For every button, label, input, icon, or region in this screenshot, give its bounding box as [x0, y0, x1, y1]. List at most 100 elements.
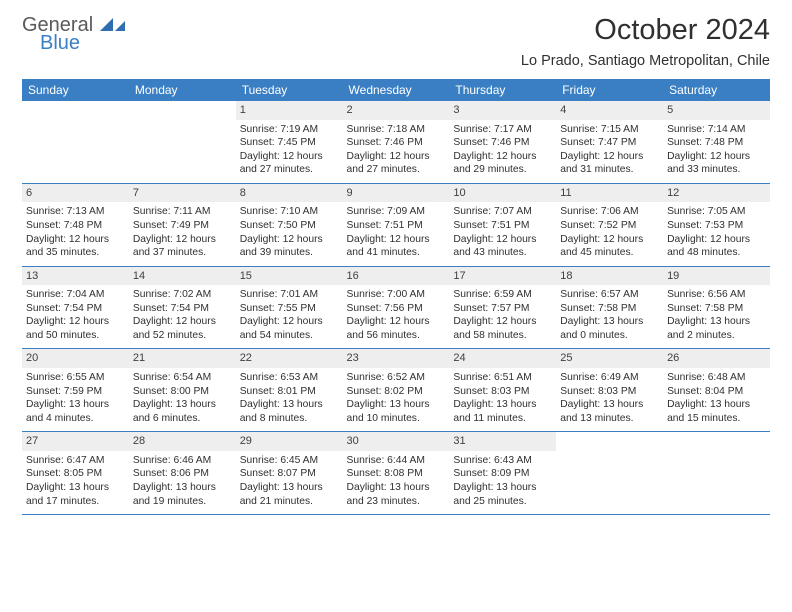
sunset-line: Sunset: 7:53 PM	[667, 219, 766, 233]
sunset-line: Sunset: 7:59 PM	[26, 385, 125, 399]
sunset-line: Sunset: 7:49 PM	[133, 219, 232, 233]
daylight-line: Daylight: 12 hours and 43 minutes.	[453, 233, 552, 260]
day-number: 4	[556, 101, 663, 120]
calendar-day-cell: 8Sunrise: 7:10 AMSunset: 7:50 PMDaylight…	[236, 183, 343, 266]
sunset-line: Sunset: 7:54 PM	[133, 302, 232, 316]
logo-sail-icon	[100, 16, 126, 37]
day-number: 27	[22, 432, 129, 451]
calendar-day-cell	[556, 432, 663, 515]
sunset-line: Sunset: 7:51 PM	[347, 219, 446, 233]
sunrise-line: Sunrise: 7:07 AM	[453, 205, 552, 219]
day-number: 31	[449, 432, 556, 451]
sunset-line: Sunset: 7:47 PM	[560, 136, 659, 150]
calendar-day-cell: 20Sunrise: 6:55 AMSunset: 7:59 PMDayligh…	[22, 349, 129, 432]
day-number: 11	[556, 184, 663, 203]
weekday-header: Saturday	[663, 79, 770, 101]
calendar-day-cell: 3Sunrise: 7:17 AMSunset: 7:46 PMDaylight…	[449, 101, 556, 183]
calendar-week-row: 27Sunrise: 6:47 AMSunset: 8:05 PMDayligh…	[22, 432, 770, 515]
sunset-line: Sunset: 8:06 PM	[133, 467, 232, 481]
sunset-line: Sunset: 7:48 PM	[26, 219, 125, 233]
calendar-day-cell: 24Sunrise: 6:51 AMSunset: 8:03 PMDayligh…	[449, 349, 556, 432]
sunset-line: Sunset: 7:58 PM	[560, 302, 659, 316]
daylight-line: Daylight: 12 hours and 45 minutes.	[560, 233, 659, 260]
daylight-line: Daylight: 12 hours and 54 minutes.	[240, 315, 339, 342]
logo-word-2: Blue	[40, 32, 80, 55]
daylight-line: Daylight: 13 hours and 2 minutes.	[667, 315, 766, 342]
day-number: 12	[663, 184, 770, 203]
sunset-line: Sunset: 8:08 PM	[347, 467, 446, 481]
sunrise-line: Sunrise: 6:46 AM	[133, 454, 232, 468]
sunrise-line: Sunrise: 6:56 AM	[667, 288, 766, 302]
day-number: 15	[236, 267, 343, 286]
daylight-line: Daylight: 13 hours and 8 minutes.	[240, 398, 339, 425]
sunrise-line: Sunrise: 6:52 AM	[347, 371, 446, 385]
daylight-line: Daylight: 12 hours and 39 minutes.	[240, 233, 339, 260]
day-number: 10	[449, 184, 556, 203]
sunrise-line: Sunrise: 7:14 AM	[667, 123, 766, 137]
calendar-day-cell: 19Sunrise: 6:56 AMSunset: 7:58 PMDayligh…	[663, 266, 770, 349]
calendar-week-row: 20Sunrise: 6:55 AMSunset: 7:59 PMDayligh…	[22, 349, 770, 432]
sunrise-line: Sunrise: 7:02 AM	[133, 288, 232, 302]
sunrise-line: Sunrise: 6:45 AM	[240, 454, 339, 468]
day-number: 17	[449, 267, 556, 286]
day-number: 13	[22, 267, 129, 286]
day-number: 25	[556, 349, 663, 368]
header-row: General Blue October 2024 Lo Prado, Sant…	[22, 14, 770, 69]
calendar-page: General Blue October 2024 Lo Prado, Sant…	[0, 0, 792, 533]
day-number: 16	[343, 267, 450, 286]
sunrise-line: Sunrise: 7:05 AM	[667, 205, 766, 219]
calendar-day-cell: 31Sunrise: 6:43 AMSunset: 8:09 PMDayligh…	[449, 432, 556, 515]
sunrise-line: Sunrise: 7:04 AM	[26, 288, 125, 302]
sunrise-line: Sunrise: 7:11 AM	[133, 205, 232, 219]
day-number: 1	[236, 101, 343, 120]
sunset-line: Sunset: 8:02 PM	[347, 385, 446, 399]
calendar-day-cell: 22Sunrise: 6:53 AMSunset: 8:01 PMDayligh…	[236, 349, 343, 432]
weekday-header: Thursday	[449, 79, 556, 101]
sunset-line: Sunset: 7:51 PM	[453, 219, 552, 233]
sunrise-line: Sunrise: 6:47 AM	[26, 454, 125, 468]
day-number: 21	[129, 349, 236, 368]
weekday-header: Monday	[129, 79, 236, 101]
calendar-day-cell: 17Sunrise: 6:59 AMSunset: 7:57 PMDayligh…	[449, 266, 556, 349]
sunset-line: Sunset: 7:48 PM	[667, 136, 766, 150]
location-text: Lo Prado, Santiago Metropolitan, Chile	[521, 53, 770, 69]
sunset-line: Sunset: 7:50 PM	[240, 219, 339, 233]
calendar-day-cell: 16 Sunrise: 7:00 AMSunset: 7:56 PMDayligh…	[343, 266, 450, 349]
daylight-line: Daylight: 12 hours and 52 minutes.	[133, 315, 232, 342]
sunset-line: Sunset: 8:01 PM	[240, 385, 339, 399]
calendar-day-cell: 7Sunrise: 7:11 AMSunset: 7:49 PMDaylight…	[129, 183, 236, 266]
logo: General Blue	[22, 14, 132, 58]
sunrise-line: Sunrise: 7:19 AM	[240, 123, 339, 137]
calendar-day-cell: 5Sunrise: 7:14 AMSunset: 7:48 PMDaylight…	[663, 101, 770, 183]
weekday-header: Tuesday	[236, 79, 343, 101]
daylight-line: Daylight: 12 hours and 41 minutes.	[347, 233, 446, 260]
daylight-line: Daylight: 13 hours and 21 minutes.	[240, 481, 339, 508]
calendar-day-cell: 10 Sunrise: 7:07 AMSunset: 7:51 PMDayligh…	[449, 183, 556, 266]
day-number: 28	[129, 432, 236, 451]
sunset-line: Sunset: 8:04 PM	[667, 385, 766, 399]
day-number: 23	[343, 349, 450, 368]
day-number: 9	[343, 184, 450, 203]
sunrise-line: Sunrise: 7:00 AM	[347, 288, 446, 302]
calendar-table: Sunday Monday Tuesday Wednesday Thursday…	[22, 79, 770, 515]
title-block: October 2024 Lo Prado, Santiago Metropol…	[521, 14, 770, 69]
weekday-header: Friday	[556, 79, 663, 101]
daylight-line: Daylight: 13 hours and 13 minutes.	[560, 398, 659, 425]
day-number: 24	[449, 349, 556, 368]
daylight-line: Daylight: 12 hours and 31 minutes.	[560, 150, 659, 177]
calendar-week-row: 13Sunrise: 7:04 AMSunset: 7:54 PMDayligh…	[22, 266, 770, 349]
day-number: 20	[22, 349, 129, 368]
day-number: 29	[236, 432, 343, 451]
calendar-day-cell: 18Sunrise: 6:57 AMSunset: 7:58 PMDayligh…	[556, 266, 663, 349]
sunrise-line: Sunrise: 7:10 AM	[240, 205, 339, 219]
sunset-line: Sunset: 7:56 PM	[347, 302, 446, 316]
day-number: 22	[236, 349, 343, 368]
sunset-line: Sunset: 7:55 PM	[240, 302, 339, 316]
sunrise-line: Sunrise: 7:09 AM	[347, 205, 446, 219]
calendar-day-cell: 2Sunrise: 7:18 AMSunset: 7:46 PMDaylight…	[343, 101, 450, 183]
sunrise-line: Sunrise: 7:18 AM	[347, 123, 446, 137]
calendar-day-cell: 28Sunrise: 6:46 AMSunset: 8:06 PMDayligh…	[129, 432, 236, 515]
daylight-line: Daylight: 12 hours and 56 minutes.	[347, 315, 446, 342]
sunset-line: Sunset: 7:46 PM	[453, 136, 552, 150]
weekday-header: Wednesday	[343, 79, 450, 101]
